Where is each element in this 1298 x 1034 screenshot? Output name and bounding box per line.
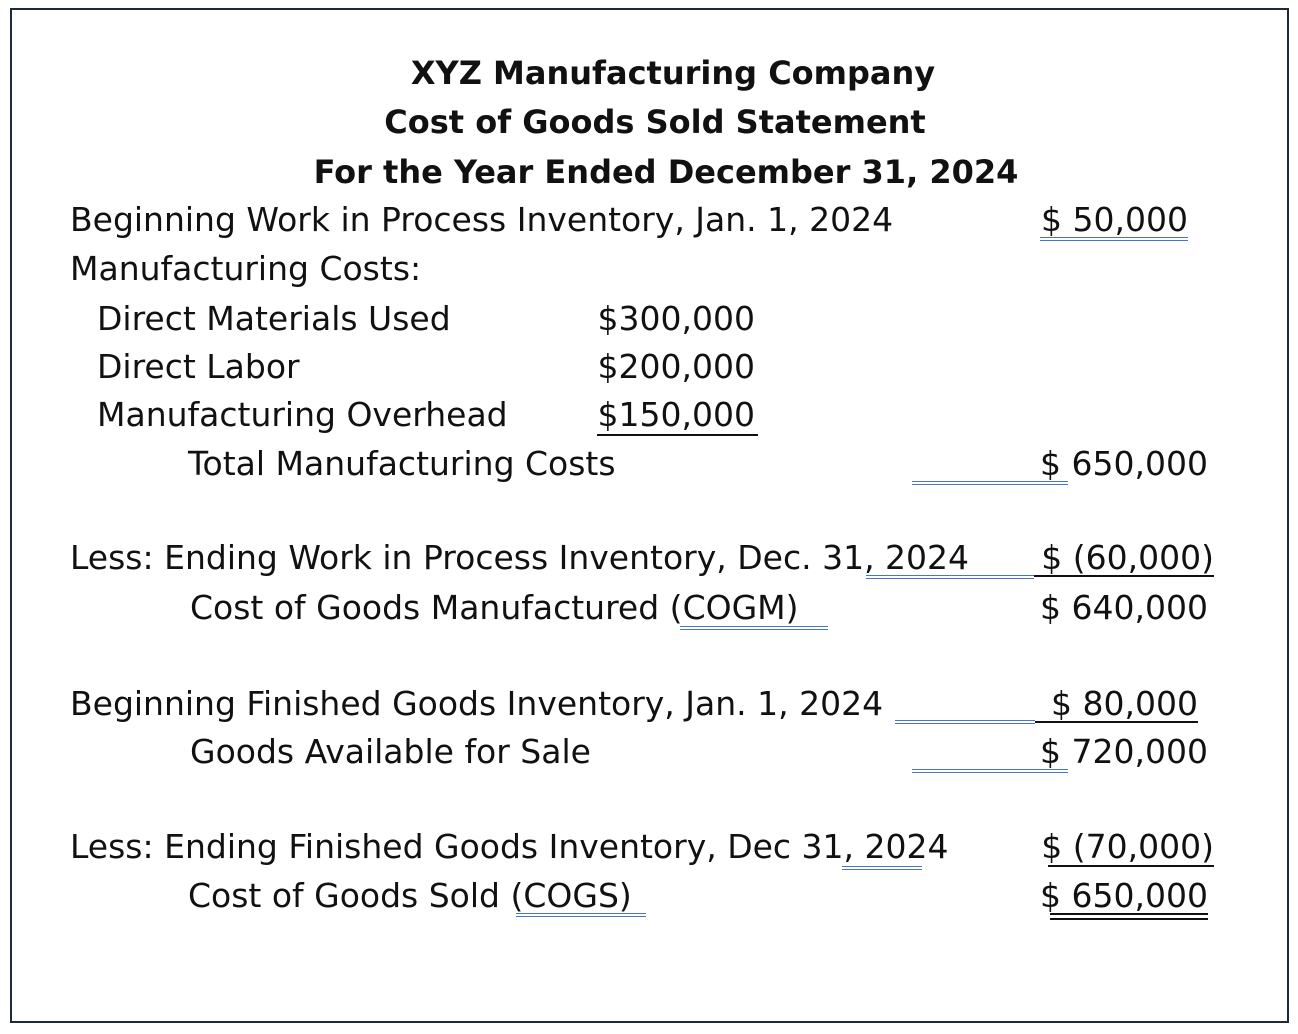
total-mfg-label: Total Manufacturing Costs (188, 444, 616, 483)
cogs-label: Cost of Goods Sold (COGS) (188, 876, 632, 916)
overhead-amount: $150,000 (597, 395, 755, 434)
ending-wip-underline (1034, 575, 1214, 577)
overhead-underline (597, 434, 758, 436)
ending-wip-year: 2024 (885, 538, 970, 577)
ending-wip-label: Less: Ending Work in Process Inventory, … (70, 538, 969, 578)
beginning-wip-label: Beginning Work in Process Inventory, Jan… (70, 200, 894, 239)
beginning-fg-label: Beginning Finished Goods Inventory, Jan.… (70, 684, 884, 723)
cogs-abbr: COGS) (523, 876, 632, 915)
cogs-double-underline-1 (1050, 913, 1208, 915)
manufacturing-costs-heading: Manufacturing Costs: (70, 249, 422, 288)
cogs-amount: $ 650,000 (1040, 876, 1208, 915)
proofing-underline (842, 866, 922, 870)
proofing-underline (895, 720, 1035, 724)
ending-fg-underline (1048, 865, 1214, 867)
ending-fg-label-text: Less: Ending Finished Goods Inventory, D… (70, 827, 865, 866)
proofing-underline (680, 626, 828, 630)
ending-fg-label: Less: Ending Finished Goods Inventory, D… (70, 827, 949, 867)
cogs-double-underline-2 (1050, 918, 1208, 920)
direct-labor-amount: $200,000 (597, 347, 755, 386)
statement-title: Cost of Goods Sold Statement (384, 103, 926, 141)
cogm-label-text: Cost of Goods Manufactured ( (190, 588, 683, 627)
proofing-underline (1040, 237, 1188, 241)
proofing-underline (516, 913, 646, 917)
cogm-abbr: COGM) (682, 588, 799, 627)
proofing-underline (912, 769, 1068, 773)
direct-materials-label: Direct Materials Used (97, 299, 451, 338)
cogm-label: Cost of Goods Manufactured (COGM) (190, 588, 799, 628)
ending-wip-label-text: Less: Ending Work in Process Inventory, … (70, 538, 886, 577)
goods-available-label: Goods Available for Sale (190, 732, 591, 771)
goods-available-amount: $ 720,000 (1040, 732, 1208, 771)
company-name: XYZ Manufacturing Company (410, 54, 936, 92)
proofing-underline (912, 481, 1068, 485)
ending-wip-amount: $ (60,000) (1041, 538, 1214, 577)
cogm-amount: $ 640,000 (1040, 588, 1208, 627)
proofing-underline (866, 575, 1034, 579)
beginning-fg-underline (1035, 721, 1198, 723)
cogs-label-text: Cost of Goods Sold ( (188, 876, 524, 915)
ending-fg-amount: $ (70,000) (1041, 827, 1214, 866)
overhead-label: Manufacturing Overhead (97, 395, 508, 434)
statement-frame (10, 8, 1289, 1023)
beginning-wip-amount: $ 50,000 (1041, 200, 1188, 239)
ending-fg-year: 2024 (864, 827, 949, 866)
statement-period: For the Year Ended December 31, 2024 (313, 153, 1019, 191)
beginning-fg-amount: $ 80,000 (1051, 684, 1198, 723)
direct-labor-label: Direct Labor (97, 347, 300, 386)
total-mfg-amount: $ 650,000 (1040, 444, 1208, 483)
direct-materials-amount: $300,000 (597, 299, 755, 338)
